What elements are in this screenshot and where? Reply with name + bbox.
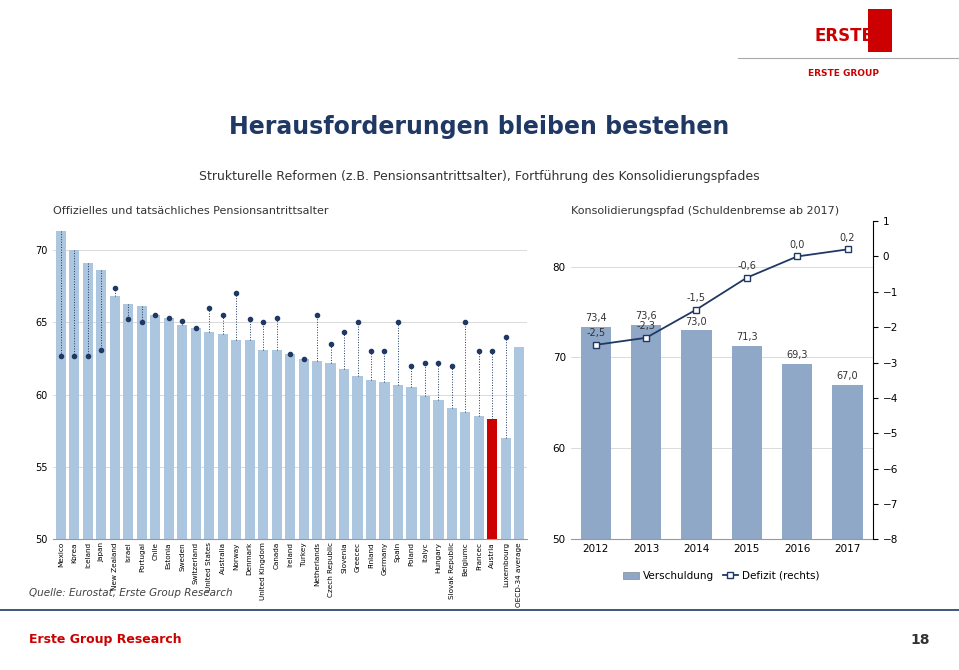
Bar (231, 340, 242, 539)
Bar (581, 326, 611, 539)
Text: 0,2: 0,2 (840, 233, 855, 243)
Bar (191, 328, 200, 539)
Bar (433, 401, 443, 539)
Bar (218, 334, 227, 539)
Bar (258, 350, 269, 539)
Text: Konsolidierungspfad (Schuldenbremse ab 2017): Konsolidierungspfad (Schuldenbremse ab 2… (571, 206, 839, 216)
Text: -2,5: -2,5 (586, 328, 605, 338)
Text: 73,6: 73,6 (635, 311, 657, 321)
Bar (312, 361, 322, 539)
Bar (407, 387, 416, 539)
Text: Herausforderungen bleiben bestehen: Herausforderungen bleiben bestehen (229, 115, 730, 139)
Text: Strukturelle Reformen (z.B. Pensionsantrittsalter), Fortführung des Konsolidieru: Strukturelle Reformen (z.B. Pensionsantr… (199, 170, 760, 183)
Bar (96, 270, 106, 539)
Bar (393, 385, 403, 539)
Text: -2,3: -2,3 (637, 322, 656, 332)
Bar (339, 369, 349, 539)
Text: 73,0: 73,0 (686, 317, 708, 326)
Legend: Verschuldung, Defizit (rechts): Verschuldung, Defizit (rechts) (620, 567, 824, 585)
Bar (732, 346, 762, 539)
Bar (783, 364, 812, 539)
Bar (868, 9, 892, 52)
Bar (82, 263, 93, 539)
Text: 73,4: 73,4 (585, 313, 607, 323)
Bar (69, 250, 80, 539)
Text: 71,3: 71,3 (736, 332, 758, 342)
Bar (353, 376, 363, 539)
Bar (447, 408, 457, 539)
Bar (501, 438, 511, 539)
Text: Erste Group Research: Erste Group Research (29, 633, 181, 647)
Bar (245, 340, 255, 539)
Bar (487, 419, 498, 539)
Bar (164, 318, 174, 539)
Text: Offizielles und tatsächliches Pensionsantrittsalter: Offizielles und tatsächliches Pensionsan… (53, 206, 328, 216)
Bar (366, 381, 376, 539)
Bar (271, 350, 282, 539)
Bar (474, 416, 484, 539)
Text: 18: 18 (911, 633, 930, 647)
Text: 67,0: 67,0 (836, 371, 858, 381)
Bar (631, 325, 662, 539)
Bar (137, 306, 147, 539)
Text: -1,5: -1,5 (687, 293, 706, 303)
Text: 0,0: 0,0 (789, 240, 805, 250)
Text: Quelle: Eurostat, Erste Group Research: Quelle: Eurostat, Erste Group Research (29, 588, 232, 598)
Text: ERSTE: ERSTE (814, 27, 874, 45)
Bar (460, 412, 471, 539)
Bar (682, 330, 712, 539)
Bar (285, 354, 295, 539)
Text: 69,3: 69,3 (786, 350, 807, 360)
Bar (204, 332, 214, 539)
Bar (177, 325, 187, 539)
Text: -0,6: -0,6 (737, 261, 757, 271)
Bar (380, 382, 389, 539)
Text: ERSTE GROUP: ERSTE GROUP (808, 68, 879, 78)
Bar (298, 358, 309, 539)
Bar (151, 315, 160, 539)
Bar (123, 304, 133, 539)
Bar (420, 396, 430, 539)
Bar (325, 363, 336, 539)
Bar (832, 385, 863, 539)
Bar (514, 347, 525, 539)
Bar (109, 296, 120, 539)
Bar (56, 231, 66, 539)
